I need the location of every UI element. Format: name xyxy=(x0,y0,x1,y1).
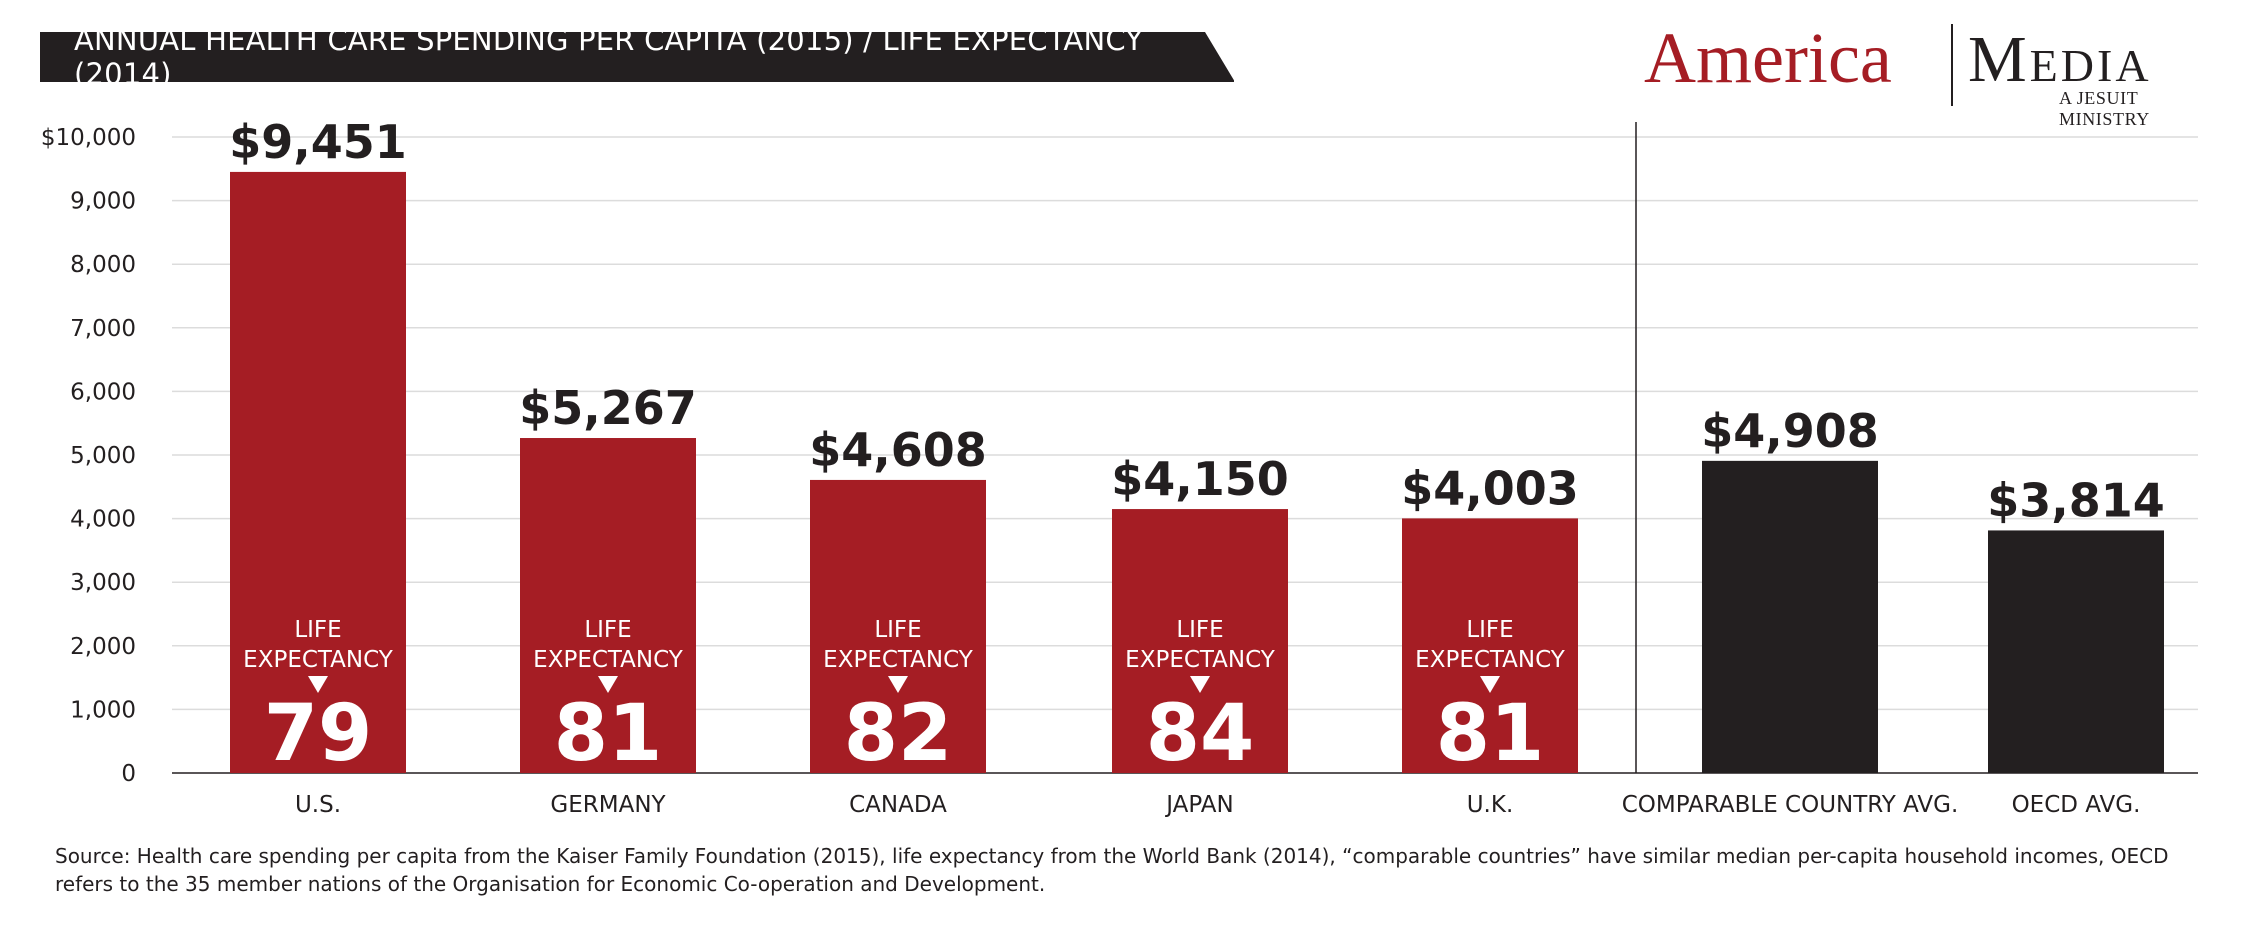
bar-value-label: $4,003 xyxy=(1401,461,1579,515)
bar xyxy=(1402,518,1578,773)
logo-divider xyxy=(1951,24,1953,106)
y-tick-label: 6,000 xyxy=(70,379,136,405)
life-expectancy-label: EXPECTANCY xyxy=(1415,647,1566,673)
y-tick-label: 7,000 xyxy=(70,316,136,342)
chart-title: ANNUAL HEALTH CARE SPENDING PER CAPITA (… xyxy=(40,32,1234,82)
life-expectancy-label: LIFE xyxy=(1176,617,1223,643)
bar xyxy=(810,479,986,773)
logo-media-text: Media xyxy=(1968,23,2152,96)
life-expectancy-label: LIFE xyxy=(1466,617,1513,643)
life-expectancy-label: EXPECTANCY xyxy=(1125,647,1276,673)
life-expectancy-label: EXPECTANCY xyxy=(533,647,684,673)
logo-tagline: A JESUIT MINISTRY xyxy=(2059,88,2150,129)
life-expectancy-value: 84 xyxy=(1146,689,1255,779)
y-tick-label: 4,000 xyxy=(70,507,136,533)
life-expectancy-label: EXPECTANCY xyxy=(243,647,394,673)
x-category-label: COMPARABLE COUNTRY AVG. xyxy=(1622,792,1959,818)
x-category-label: JAPAN xyxy=(1164,792,1233,818)
x-category-label: GERMANY xyxy=(550,792,666,818)
bar-value-label: $4,908 xyxy=(1701,404,1879,458)
source-note: Source: Health care spending per capita … xyxy=(55,844,2169,896)
bar xyxy=(520,438,696,773)
life-expectancy-label: LIFE xyxy=(874,617,921,643)
x-category-label: CANADA xyxy=(849,792,947,818)
y-tick-label: 2,000 xyxy=(70,634,136,660)
bar xyxy=(1702,460,1878,773)
down-triangle-icon xyxy=(1480,676,1500,693)
bar-value-label: $9,451 xyxy=(229,115,407,169)
down-triangle-icon xyxy=(1190,676,1210,693)
life-expectancy-value: 81 xyxy=(1436,689,1545,779)
y-tick-label: 8,000 xyxy=(70,252,136,278)
y-tick-label: 9,000 xyxy=(70,189,136,215)
x-category-label: U.K. xyxy=(1467,792,1514,818)
life-expectancy-label: LIFE xyxy=(294,617,341,643)
life-expectancy-value: 81 xyxy=(554,689,663,779)
down-triangle-icon xyxy=(598,676,618,693)
bar-value-label: $5,267 xyxy=(519,381,697,435)
down-triangle-icon xyxy=(888,676,908,693)
bar xyxy=(1112,509,1288,773)
bar xyxy=(230,171,406,774)
life-expectancy-label: EXPECTANCY xyxy=(823,647,974,673)
y-tick-label: $10,000 xyxy=(41,125,136,151)
y-tick-label: 5,000 xyxy=(70,443,136,469)
down-triangle-icon xyxy=(308,676,328,693)
y-tick-label: 3,000 xyxy=(70,570,136,596)
logo-america-text: America xyxy=(1644,18,1892,98)
bar xyxy=(1988,530,2164,773)
life-expectancy-value: 82 xyxy=(844,689,953,779)
x-category-label: OECD AVG. xyxy=(2012,792,2141,818)
life-expectancy-value: 79 xyxy=(264,689,373,779)
y-tick-label: 0 xyxy=(121,761,136,787)
bar-value-label: $4,150 xyxy=(1111,452,1289,506)
life-expectancy-label: LIFE xyxy=(584,617,631,643)
bar-value-label: $3,814 xyxy=(1987,473,2165,527)
bar-chart: 0 1,000 2,000 3,000 4,000 5,000 6,000 7,000 8,00… xyxy=(41,115,2198,818)
x-category-label: U.S. xyxy=(295,792,341,818)
america-media-logo: America Media A JESUIT MINISTRY xyxy=(1640,18,2200,129)
y-tick-label: 1,000 xyxy=(70,697,136,723)
bar-value-label: $4,608 xyxy=(809,423,987,477)
